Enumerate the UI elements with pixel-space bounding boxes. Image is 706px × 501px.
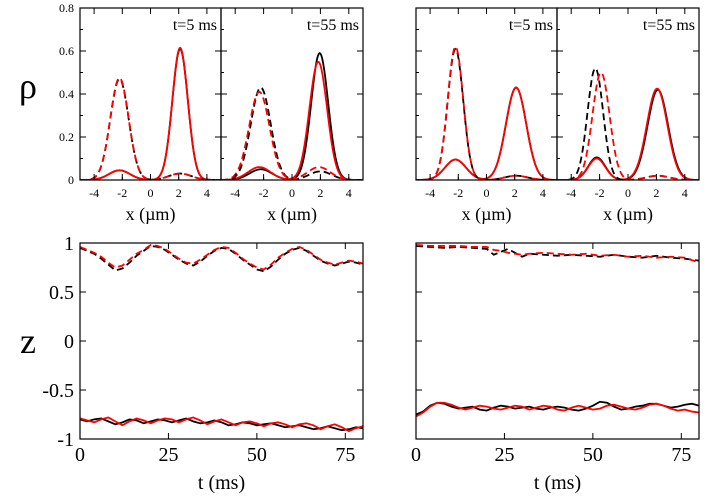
x-axis-label-unit: µm	[145, 204, 169, 224]
y-tick-label: 0.8	[59, 1, 74, 15]
x-tick-label: 2	[512, 186, 518, 200]
series-line-black-solid	[80, 47, 221, 180]
x-axis-label-prefix: x (	[267, 204, 287, 225]
x-tick-label: 4	[346, 186, 352, 200]
x-tick-label: 0	[625, 186, 631, 200]
x-tick-label: 4	[204, 186, 210, 200]
x-tick-label: 50	[247, 444, 267, 466]
x-tick-label: 75	[671, 444, 691, 466]
x-tick-label: 50	[583, 444, 603, 466]
y-tick-label: 0	[68, 173, 74, 187]
x-tick-label: 2	[317, 186, 323, 200]
x-axis-label-prefix: x (	[126, 204, 146, 225]
time-annotation: t=55 ms	[307, 17, 359, 34]
x-tick-label: 0	[411, 444, 421, 466]
series-group	[80, 46, 221, 180]
x-tick-label: 4	[682, 186, 688, 200]
x-tick-label: -2	[595, 186, 605, 200]
series-line-red-solid	[221, 60, 363, 180]
x-axis-label: x (µm)	[126, 204, 176, 225]
x-tick-label: -4	[230, 186, 240, 200]
series-line-red-solid	[416, 86, 557, 180]
y-tick-label: -0.5	[42, 380, 74, 402]
y-axis-label: ρ	[19, 66, 37, 106]
series-line-red-dashed	[416, 45, 557, 180]
series-line-black-solid	[80, 417, 363, 432]
series-group	[221, 52, 363, 180]
series-group	[416, 244, 699, 418]
series-line-red-solid	[557, 87, 699, 180]
x-tick-label: 0	[148, 186, 154, 200]
x-axis-label-suffix: )	[311, 204, 317, 225]
x-axis-label-unit: µm	[481, 204, 505, 224]
series-group	[80, 244, 363, 433]
x-axis-label: x (µm)	[267, 204, 317, 225]
x-tick-label: -4	[425, 186, 435, 200]
panel-top-left-b: -4 -2 0 2 4 t=55 ms x (µm)	[220, 7, 364, 225]
x-axis-label-unit: µm	[623, 204, 647, 224]
time-annotation: t=5 ms	[509, 17, 553, 34]
x-axis-label: x (µm)	[603, 204, 653, 225]
x-tick-label: 25	[494, 444, 514, 466]
time-annotation: t=55 ms	[643, 17, 695, 34]
series-line-red-dashed	[221, 90, 363, 180]
x-tick-label: 0	[484, 186, 490, 200]
series-line-black-dashed	[557, 67, 699, 180]
plot-frame	[79, 242, 364, 440]
series-line-red-solid	[80, 46, 221, 180]
x-axis-label: t (ms)	[534, 472, 581, 494]
panel-top-right-b: -4 -2 0 2 4 t=55 ms x (µm)	[556, 7, 700, 225]
x-axis-label-prefix: x (	[603, 204, 623, 225]
series-line-black-dashed	[416, 245, 699, 262]
x-axis-label: x (µm)	[462, 204, 512, 225]
time-annotation: t=5 ms	[173, 17, 217, 34]
y-tick-label: 0.5	[49, 282, 74, 304]
panel-bottom-right: 0 25 50 75 t (ms)	[411, 242, 700, 494]
series-line-black-dashed	[80, 77, 221, 180]
x-tick-label: 0	[289, 186, 295, 200]
series-group	[557, 67, 699, 180]
series-group	[416, 45, 557, 180]
series-line-red-solid	[80, 416, 363, 433]
series-line-black-dashed	[221, 86, 363, 180]
x-tick-label: 4	[540, 186, 546, 200]
x-tick-label: -2	[117, 186, 127, 200]
y-tick-label: 0.2	[59, 130, 74, 144]
y-tick-label: 0.6	[59, 44, 74, 58]
series-line-black-solid	[221, 52, 363, 180]
y-tick-label: 1	[64, 233, 74, 255]
series-line-red-solid	[416, 401, 699, 418]
x-axis-label-suffix: )	[505, 204, 511, 225]
x-axis-label-prefix: x (	[462, 204, 482, 225]
x-axis-label-suffix: )	[169, 204, 175, 225]
x-tick-label: 75	[335, 444, 355, 466]
panel-top-right-a: -4 -2 0 2 4 t=5 ms x (µm)	[415, 7, 558, 225]
y-axis-label: z	[20, 321, 36, 361]
x-tick-label: 0	[75, 444, 85, 466]
x-tick-label: 25	[158, 444, 178, 466]
x-axis-label-suffix: )	[647, 204, 653, 225]
y-tick-label: 0.4	[59, 87, 74, 101]
x-tick-label: 2	[653, 186, 659, 200]
series-line-red-dashed	[80, 76, 221, 180]
panel-bottom-left: 0 25 50 75 -1 -0.5 0 0.5 1 t (ms) z	[20, 233, 364, 494]
y-tick-label: 0	[64, 331, 74, 353]
x-tick-label: -4	[89, 186, 99, 200]
x-tick-label: -2	[453, 186, 463, 200]
y-tick-label: -1	[57, 429, 74, 451]
x-axis-label: t (ms)	[198, 472, 245, 494]
panel-top-left-a: -4 -2 0 2 4 0 0.2 0.4 0.6 0.8 t=5 ms x (µm) ρ	[19, 1, 222, 225]
x-tick-label: -4	[566, 186, 576, 200]
x-tick-label: 2	[176, 186, 182, 200]
series-line-black-dashed	[416, 47, 557, 180]
x-axis-label-unit: µm	[287, 204, 311, 224]
x-tick-label: -2	[259, 186, 269, 200]
series-line-red-dashed	[416, 244, 699, 264]
